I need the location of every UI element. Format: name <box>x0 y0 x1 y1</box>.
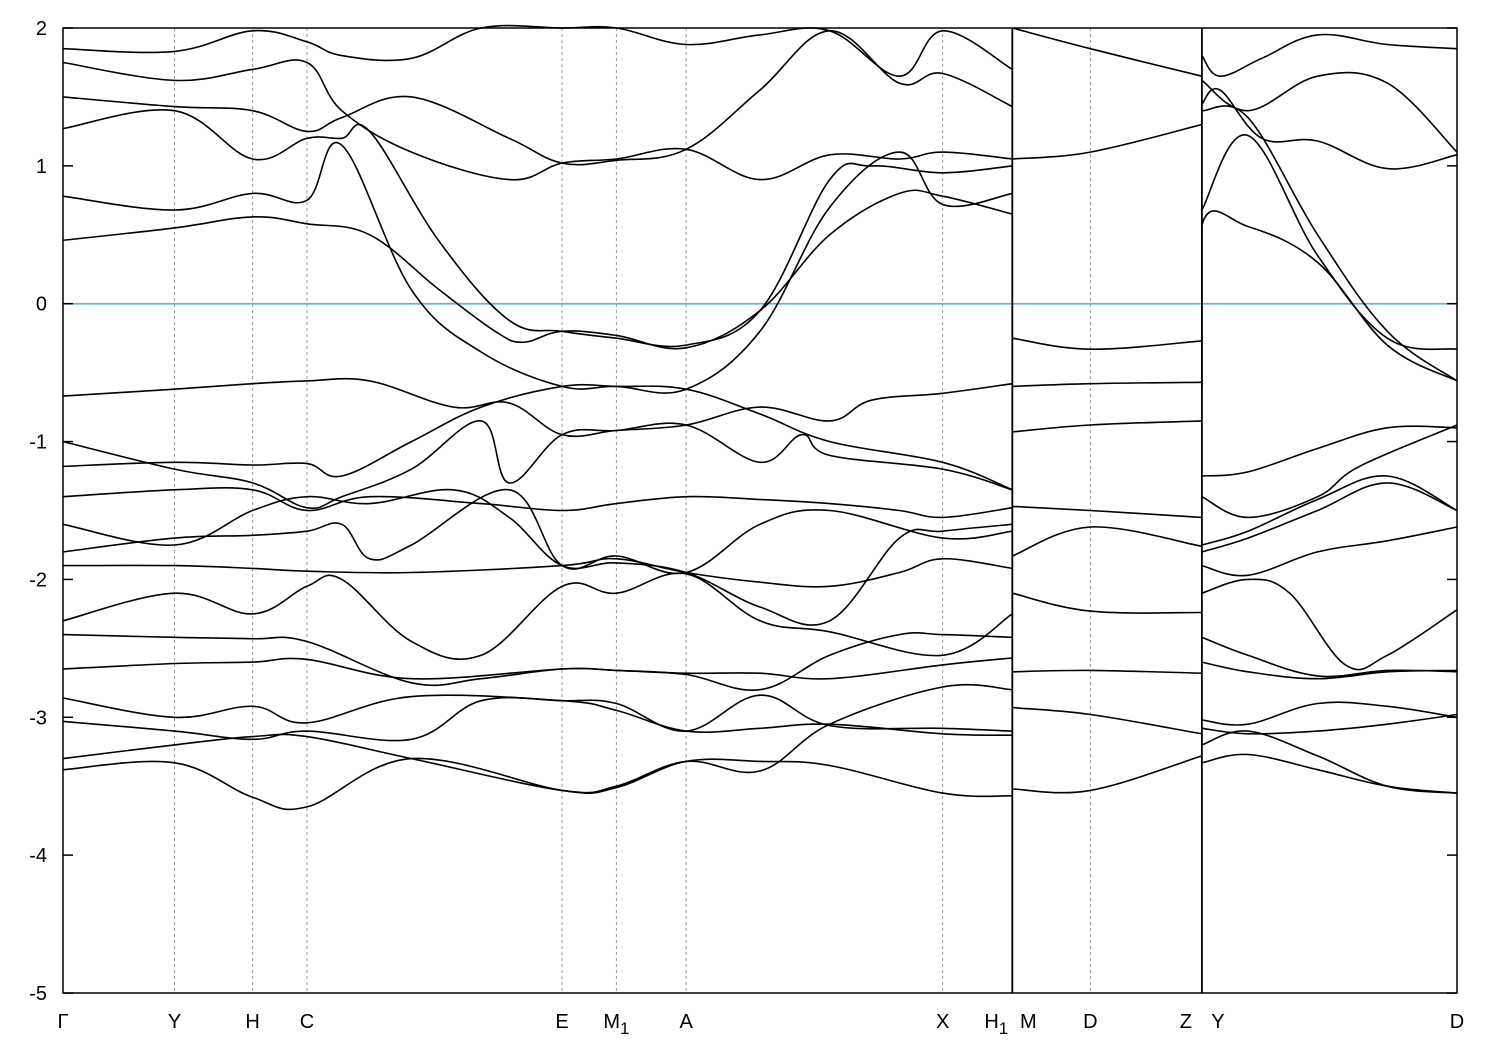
band-1-3 <box>1012 592 1202 614</box>
band-1-1 <box>1012 706 1203 735</box>
xtick-label-7: X <box>936 1011 949 1033</box>
band-1-10 <box>1012 27 1203 77</box>
ytick-label-7: -5 <box>29 983 47 1005</box>
band-0-19 <box>62 24 1013 77</box>
xtick-label-10: D <box>1083 1011 1097 1033</box>
y-axis: 2 1 0 -1 -2 -3 -4 -5 <box>29 18 1457 1005</box>
band-0-0 <box>62 757 1013 811</box>
band-2-13 <box>1201 134 1458 351</box>
band-2-2 <box>1201 701 1458 726</box>
band-1-9 <box>1012 123 1203 160</box>
band-2-14 <box>1201 105 1458 382</box>
ytick-label-5: -3 <box>29 707 47 729</box>
band-2-17 <box>1201 33 1458 78</box>
band-0-18 <box>62 59 1013 181</box>
band-0-2 <box>62 694 1013 742</box>
band-0-8 <box>62 488 1013 575</box>
xtick-label-6: A <box>679 1011 693 1033</box>
band-1-7 <box>1012 381 1202 388</box>
band-2-1 <box>1201 730 1458 794</box>
xtick-label-2: H <box>245 1011 259 1033</box>
band-2-5 <box>1201 636 1458 678</box>
band-1-2 <box>1012 669 1202 674</box>
plot-frame <box>62 27 1458 994</box>
band-0-14 <box>62 189 1013 350</box>
band-1-5 <box>1012 505 1202 519</box>
xtick-label-8: H1 <box>984 1011 1008 1038</box>
ytick-label-3: -1 <box>29 432 47 454</box>
band-0-6 <box>62 572 1013 660</box>
xtick-label-5: M1 <box>603 1011 629 1038</box>
band-curves <box>62 24 1458 811</box>
band-0-17 <box>62 29 1013 166</box>
band-1-4 <box>1012 526 1203 557</box>
band-2-11 <box>1201 425 1458 477</box>
band-0-7 <box>62 557 1013 588</box>
band-0-10 <box>62 487 1013 519</box>
xtick-label-4: E <box>555 1011 568 1033</box>
band-2-0 <box>1201 753 1458 794</box>
band-2-15 <box>1201 87 1458 170</box>
band-0-3 <box>62 694 1013 736</box>
ytick-label-6: -4 <box>29 845 47 867</box>
ytick-label-1: 1 <box>36 156 47 178</box>
band-0-12 <box>62 420 1013 510</box>
xtick-label-12: Y <box>1211 1011 1224 1033</box>
band-1-0 <box>1012 755 1203 794</box>
xtick-label-13: D <box>1450 1011 1464 1033</box>
ytick-label-2: 0 <box>36 294 47 316</box>
band-2-12 <box>1201 210 1458 390</box>
band-2-9 <box>1201 475 1458 546</box>
xtick-label-3: C <box>300 1011 314 1033</box>
band-2-6 <box>1201 578 1458 671</box>
band-0-1 <box>62 683 1013 794</box>
xtick-label-9: M <box>1020 1011 1037 1033</box>
band-0-16 <box>62 109 1013 348</box>
xtick-label-0: Γ <box>57 1011 68 1033</box>
band-2-16 <box>1201 71 1458 153</box>
band-2-10 <box>1201 424 1458 519</box>
segment-break-lines <box>1011 28 1203 993</box>
ytick-label-4: -2 <box>29 569 47 591</box>
xtick-label-11: Z <box>1180 1011 1192 1033</box>
band-1-8 <box>1012 337 1202 351</box>
band-2-7 <box>1201 526 1458 577</box>
band-0-15 <box>62 141 1013 394</box>
band-1-6 <box>1012 420 1202 433</box>
xtick-label-1: Y <box>168 1011 181 1033</box>
ytick-label-0: 2 <box>36 18 47 40</box>
band-0-9 <box>62 488 1013 626</box>
x-axis: Γ Y H C E M1 A X H1 M D Z Y D <box>57 1011 1464 1038</box>
band-0-4 <box>62 657 1013 680</box>
band-0-11 <box>62 383 1013 491</box>
band-2-8 <box>1201 482 1458 553</box>
band-2-3 <box>1201 713 1458 735</box>
band-0-13 <box>62 377 1013 438</box>
band-0-5 <box>62 631 1013 692</box>
